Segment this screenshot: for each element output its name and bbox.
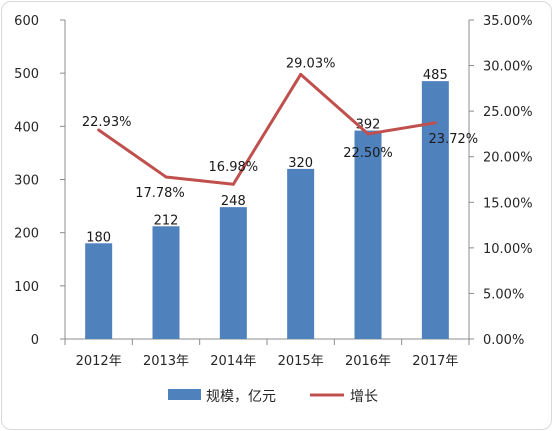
y-left-tick-label: 600 bbox=[14, 14, 39, 29]
bar bbox=[219, 207, 247, 339]
bar-data-label: 212 bbox=[154, 213, 179, 228]
y-left-tick-label: 500 bbox=[14, 67, 39, 82]
y-right-tick-label: 5.00% bbox=[483, 287, 524, 302]
growth-point bbox=[164, 175, 168, 179]
bar-data-label: 180 bbox=[86, 230, 111, 245]
line-data-label: 23.72% bbox=[429, 132, 479, 147]
growth-point bbox=[366, 132, 370, 136]
x-tick-label: 2017年 bbox=[412, 354, 458, 369]
y-right-tick-label: 25.00% bbox=[483, 105, 533, 120]
growth-point bbox=[231, 182, 235, 186]
bar-data-label: 248 bbox=[221, 194, 246, 209]
line-data-label: 29.03% bbox=[286, 56, 336, 71]
line-data-label: 22.50% bbox=[343, 146, 393, 161]
legend-line-label: 增长 bbox=[350, 389, 378, 405]
y-right-tick-label: 20.00% bbox=[483, 151, 533, 166]
y-left-tick-label: 100 bbox=[14, 280, 39, 295]
legend-bar-label: 规模，亿元 bbox=[206, 389, 276, 405]
growth-line bbox=[97, 72, 436, 186]
x-tick-label: 2015年 bbox=[278, 354, 324, 369]
line-data-label: 22.93% bbox=[82, 115, 132, 130]
legend-bar-swatch bbox=[168, 389, 201, 400]
bar-data-label: 485 bbox=[423, 68, 448, 83]
x-tick-label: 2012年 bbox=[76, 354, 122, 369]
bar bbox=[85, 243, 113, 339]
x-tick-label: 2016年 bbox=[345, 354, 391, 369]
y-right-tick-label: 15.00% bbox=[483, 196, 533, 211]
y-left-tick-label: 200 bbox=[14, 227, 39, 242]
line-data-label: 16.98% bbox=[209, 160, 259, 175]
y-right-tick-label: 35.00% bbox=[483, 14, 533, 29]
x-tick-label: 2013年 bbox=[143, 354, 189, 369]
bar bbox=[287, 168, 315, 339]
line-data-label: 17.78% bbox=[135, 186, 185, 201]
y-right-tick-label: 30.00% bbox=[483, 60, 533, 75]
x-tick-label: 2014年 bbox=[210, 354, 256, 369]
bar bbox=[421, 81, 449, 340]
bar-data-label: 320 bbox=[288, 156, 313, 171]
growth-point bbox=[299, 72, 303, 76]
y-right-tick-label: 10.00% bbox=[483, 242, 533, 257]
bar bbox=[354, 130, 382, 339]
growth-point bbox=[97, 128, 101, 132]
y-right-tick-label: 0.00% bbox=[483, 333, 524, 348]
y-left-tick-label: 400 bbox=[14, 120, 39, 135]
y-left-tick-label: 0 bbox=[31, 333, 39, 348]
growth-point bbox=[433, 121, 437, 125]
y-left-tick-label: 300 bbox=[14, 174, 39, 189]
bar bbox=[152, 226, 180, 339]
